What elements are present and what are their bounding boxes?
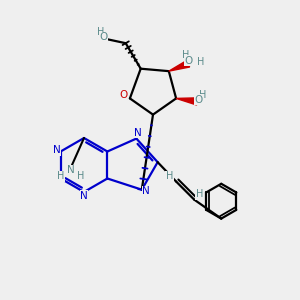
Text: O: O [185, 56, 193, 66]
Polygon shape [169, 60, 190, 71]
Text: H: H [166, 171, 173, 181]
Text: H: H [196, 189, 203, 199]
Text: H: H [57, 171, 64, 182]
Text: H: H [98, 27, 105, 37]
Text: N: N [80, 190, 88, 201]
Text: N: N [67, 165, 74, 176]
Text: N: N [53, 145, 61, 155]
Text: N: N [134, 128, 142, 138]
Text: O: O [99, 32, 107, 42]
Text: H: H [199, 90, 206, 100]
Text: H: H [77, 171, 84, 182]
Text: H: H [197, 57, 205, 67]
Text: N: N [142, 186, 150, 196]
Text: H: H [182, 50, 190, 60]
Text: O: O [194, 95, 203, 105]
Polygon shape [176, 98, 198, 105]
Text: O: O [119, 90, 128, 100]
